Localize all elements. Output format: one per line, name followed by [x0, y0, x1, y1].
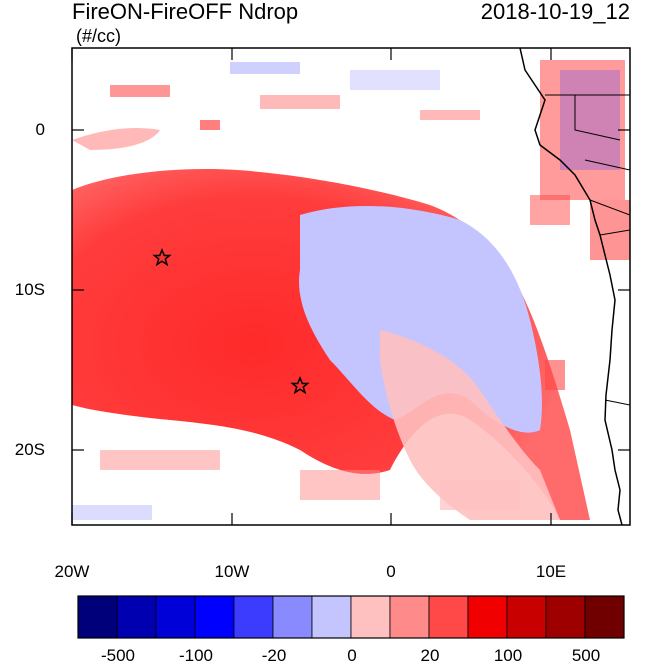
colorbar-swatch — [350, 595, 391, 639]
y-tick-label: 20S — [14, 440, 45, 459]
colorbar-swatch — [155, 595, 196, 639]
axis-ticks — [71, 48, 630, 525]
y-tick-label: 10S — [14, 280, 45, 299]
colorbar-label: 0 — [347, 646, 357, 665]
colorbar-frame — [77, 595, 625, 639]
plot-frame — [71, 47, 631, 526]
map-units: (#/cc) — [76, 26, 121, 46]
colorbar — [77, 595, 625, 639]
colorbar-label: 100 — [493, 646, 523, 665]
map-plot-area — [72, 48, 630, 525]
colorbar-swatch — [194, 595, 235, 639]
colorbar-swatch — [584, 595, 625, 639]
blue-region — [299, 205, 542, 433]
pink-region — [380, 330, 560, 520]
colorbar-label: 20 — [420, 646, 440, 665]
y-tick-label: 0 — [35, 120, 45, 139]
colorbar-swatch — [467, 595, 508, 639]
africa-coastline — [519, 48, 623, 525]
star-marker — [152, 248, 172, 267]
colorbar-label: -100 — [178, 646, 214, 665]
colorbar-swatch — [116, 595, 157, 639]
colorbar-swatch — [77, 595, 118, 639]
colorbar-swatch — [272, 595, 313, 639]
x-tick-label: 10E — [535, 562, 567, 581]
colorbar-swatch — [428, 595, 469, 639]
colorbar-swatch — [506, 595, 547, 639]
colorbar-swatch — [545, 595, 586, 639]
star-marker — [290, 376, 310, 395]
colorbar-label: 500 — [571, 646, 601, 665]
colorbar-swatch — [311, 595, 352, 639]
speckle-patches — [72, 60, 630, 520]
colorbar-swatch — [233, 595, 274, 639]
x-tick-label: 0 — [386, 562, 396, 581]
x-tick-label: 10W — [214, 562, 250, 581]
map-title: FireON-FireOFF Ndrop — [72, 0, 299, 24]
colorbar-swatch — [389, 595, 430, 639]
map-date: 2018-10-19_12 — [480, 0, 630, 24]
colorbar-label: -20 — [261, 646, 287, 665]
x-tick-label: 20W — [54, 562, 90, 581]
colorbar-label: -500 — [100, 646, 136, 665]
